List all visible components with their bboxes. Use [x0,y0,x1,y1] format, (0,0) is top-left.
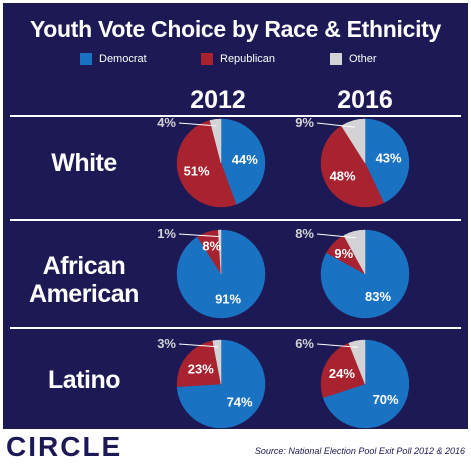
pie-slice-democrat [220,118,266,205]
legend-label-democrat: Democrat [99,53,147,65]
leader-line [316,233,356,239]
slice-label-republican: 51% [184,164,210,179]
logo-text: CIRCLE [6,431,123,462]
pie-slice-other [343,229,366,275]
legend-swatch-republican [201,53,213,65]
slice-label-other: 6% [295,336,314,351]
legend-other: Other [330,52,377,66]
row-label-african-american: African American [10,252,158,308]
row-label-latino: Latino [10,366,158,394]
legend-swatch-other [330,53,342,65]
pie-slice-other [212,339,222,385]
pie-slice-republican [176,120,237,208]
leader-line [178,233,220,238]
slice-label-democrat: 91% [215,292,241,307]
slice-label-democrat: 43% [376,151,402,166]
slice-label-republican: 23% [188,361,214,376]
pie-slice-other [217,229,222,275]
leader-line [178,343,218,348]
slice-label-republican: 48% [330,168,356,183]
row-label-line: African [42,252,126,280]
row-label-line: American [29,280,139,308]
chart-title: Youth Vote Choice by Race & Ethnicity [29,16,442,42]
pie-slice-republican [320,125,385,208]
pie-slice-democrat [320,229,410,319]
slice-label-democrat: 44% [232,152,258,167]
slice-label-democrat: 70% [373,392,399,407]
pie-slice-democrat [364,118,410,204]
pie-slice-other [209,118,222,164]
slice-label-democrat: 74% [227,395,253,410]
slice-label-democrat: 83% [365,289,391,304]
row-label-line: Latino [48,366,121,394]
row-divider [10,115,461,117]
slice-label-other: 8% [295,226,314,241]
pie-slice-other [348,339,366,385]
source-note: Source: National Election Pool Exit Poll… [254,446,465,456]
legend-swatch-democrat [80,53,92,65]
row-label-line: White [51,149,117,177]
slice-label-other: 4% [157,115,176,130]
leader-line [316,343,359,348]
slice-label-republican: 9% [334,246,353,261]
pie-slice-democrat [322,339,410,429]
legend-republican: Republican [201,52,275,66]
legend-label-republican: Republican [220,53,276,65]
slice-label-other: 1% [157,226,176,241]
leader-line [316,122,355,128]
row-divider [10,327,461,329]
slice-label-other: 9% [295,115,314,130]
leader-line [178,122,217,127]
row-label-white: White [10,149,158,177]
pie-slice-republican [176,340,222,388]
legend-label-other: Other [349,53,377,65]
slice-label-republican: 8% [202,239,221,254]
slice-label-other: 3% [157,336,176,351]
slice-label-republican: 24% [329,366,355,381]
row-divider [10,219,461,221]
column-year-2012: 2012 [190,86,246,114]
legend-democrat: Democrat [80,52,147,66]
column-year-2016: 2016 [337,86,393,114]
